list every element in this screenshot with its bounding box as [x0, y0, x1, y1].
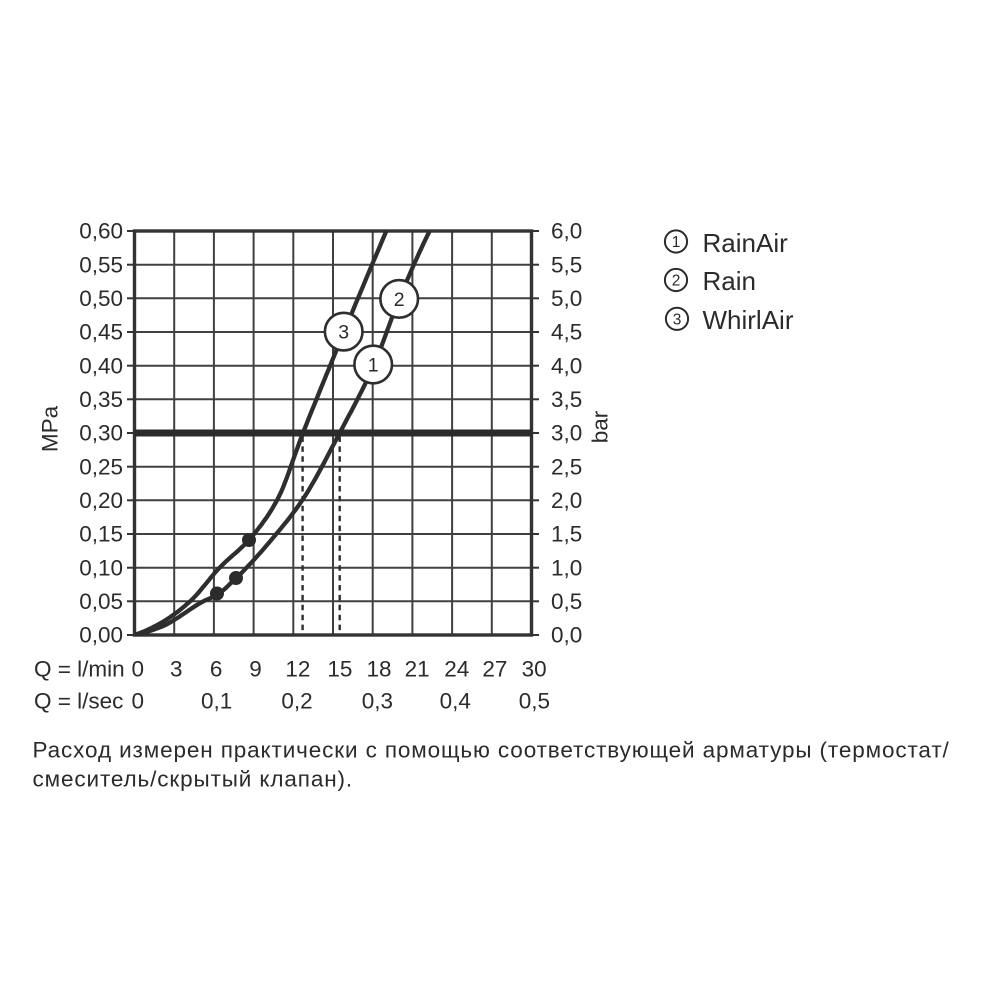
svg-text:1: 1: [368, 354, 379, 376]
svg-text:2,5: 2,5: [551, 454, 582, 479]
svg-text:2,0: 2,0: [551, 488, 582, 513]
svg-text:30: 30: [522, 656, 547, 681]
svg-text:0,0: 0,0: [551, 623, 582, 648]
svg-text:0,60: 0,60: [79, 219, 123, 244]
svg-text:1,0: 1,0: [551, 555, 582, 580]
svg-text:0,45: 0,45: [79, 320, 123, 345]
svg-text:2: 2: [672, 273, 681, 290]
svg-text:6: 6: [210, 656, 223, 681]
svg-text:5,5: 5,5: [551, 252, 582, 277]
svg-text:0,5: 0,5: [519, 688, 550, 713]
svg-text:1: 1: [672, 234, 681, 251]
svg-text:Q = l/sec: Q = l/sec: [34, 688, 123, 713]
svg-text:0,55: 0,55: [79, 252, 123, 277]
svg-text:27: 27: [482, 656, 507, 681]
svg-text:0,15: 0,15: [79, 522, 123, 547]
svg-text:0,2: 0,2: [281, 688, 312, 713]
svg-text:0: 0: [132, 688, 145, 713]
svg-text:24: 24: [444, 656, 469, 681]
svg-text:0,35: 0,35: [79, 387, 123, 412]
svg-text:9: 9: [249, 656, 262, 681]
svg-text:2: 2: [394, 289, 405, 311]
svg-text:смеситель/скрытый клапан).: смеситель/скрытый клапан).: [33, 767, 354, 792]
svg-text:Расход измерен практически с п: Расход измерен практически с помощью соо…: [33, 738, 950, 763]
svg-text:4,5: 4,5: [551, 320, 582, 345]
svg-text:18: 18: [366, 656, 391, 681]
svg-text:3: 3: [170, 656, 183, 681]
svg-text:3: 3: [338, 322, 349, 344]
svg-text:Q = l/min: Q = l/min: [34, 656, 125, 681]
svg-text:1,5: 1,5: [551, 522, 582, 547]
svg-text:3,0: 3,0: [551, 421, 582, 446]
svg-text:0,4: 0,4: [440, 688, 471, 713]
svg-text:WhirlAir: WhirlAir: [703, 305, 794, 335]
svg-text:0,20: 0,20: [79, 488, 123, 513]
svg-text:3,5: 3,5: [551, 387, 582, 412]
svg-text:15: 15: [327, 656, 352, 681]
svg-text:MPa: MPa: [38, 405, 63, 452]
svg-text:6,0: 6,0: [551, 219, 582, 244]
svg-text:5,0: 5,0: [551, 286, 582, 311]
svg-text:0,30: 0,30: [79, 421, 123, 446]
svg-text:4,0: 4,0: [551, 353, 582, 378]
svg-text:0: 0: [132, 656, 145, 681]
svg-text:21: 21: [405, 656, 430, 681]
svg-text:0,10: 0,10: [79, 555, 123, 580]
svg-text:0,25: 0,25: [79, 454, 123, 479]
svg-text:0,05: 0,05: [79, 589, 123, 614]
svg-text:0,1: 0,1: [201, 688, 232, 713]
svg-text:Rain: Rain: [703, 266, 756, 296]
svg-text:0,3: 0,3: [362, 688, 393, 713]
svg-text:0,5: 0,5: [551, 589, 582, 614]
svg-text:0,50: 0,50: [79, 286, 123, 311]
svg-text:RainAir: RainAir: [703, 228, 789, 258]
svg-text:0,40: 0,40: [79, 353, 123, 378]
svg-text:0,00: 0,00: [79, 623, 123, 648]
svg-text:3: 3: [673, 311, 682, 328]
svg-text:12: 12: [285, 656, 310, 681]
svg-text:bar: bar: [588, 410, 613, 443]
